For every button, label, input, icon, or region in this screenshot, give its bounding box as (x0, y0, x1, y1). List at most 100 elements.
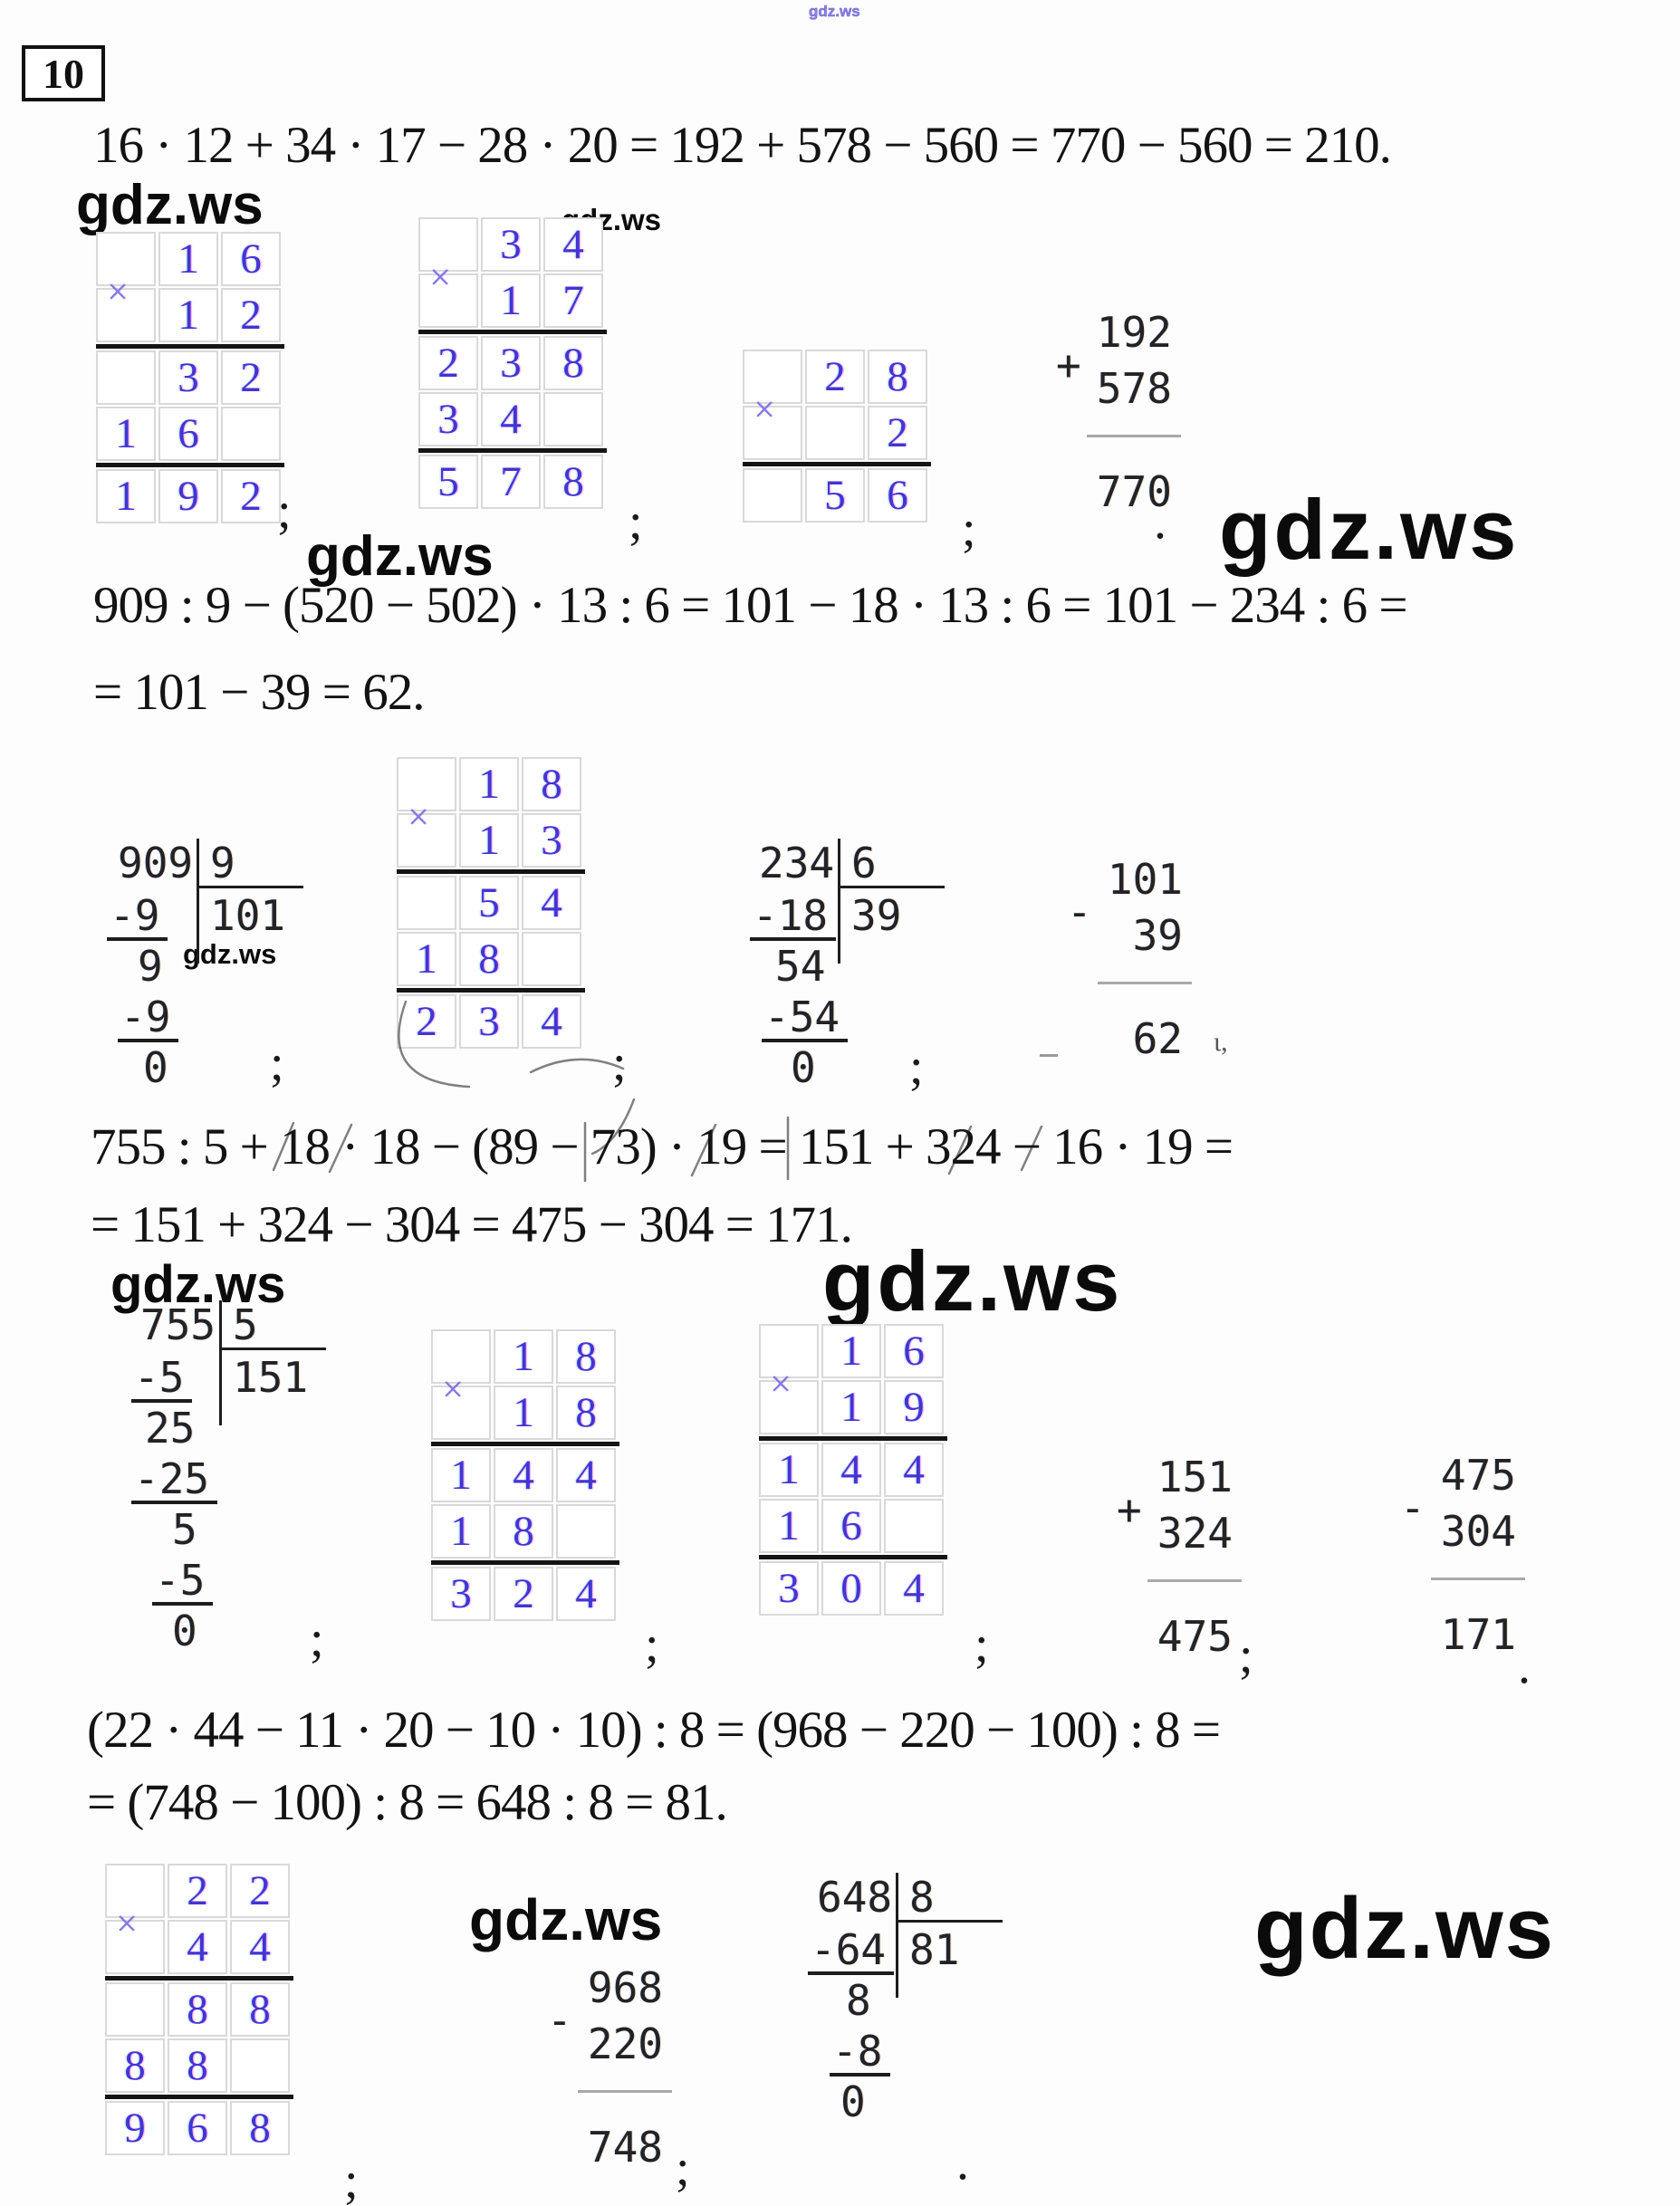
grid-cell (418, 273, 478, 328)
separator: ; (629, 494, 643, 550)
separator: ; (1239, 1627, 1253, 1683)
quotient: 151 (233, 1353, 309, 1402)
grid-cell (759, 1324, 819, 1378)
division-step: -5 (152, 1559, 214, 1606)
grid-cell: 2 (221, 350, 281, 405)
grid-cell: 4 (884, 1443, 944, 1497)
division-step: 0 (143, 1043, 168, 1092)
grid-cell: 1 (158, 288, 218, 342)
op-sign: + (1117, 1485, 1142, 1534)
grid-34x17: 3 4 1 7 2 3 8 3 4 5 7 8 × (418, 217, 607, 511)
grid-28x2: 2 8 2 5 6 × (743, 350, 931, 524)
grid-cell (105, 1982, 165, 2037)
grid-cell (418, 217, 478, 272)
grid-cell: 8 (868, 350, 927, 404)
multiply-icon: × (107, 272, 129, 313)
grid-cell: 7 (481, 455, 541, 509)
grid-cell: 1 (96, 469, 156, 523)
grid-cell: 6 (821, 1499, 881, 1553)
op-top-number: 475 (1440, 1451, 1516, 1500)
grid-cell: 1 (759, 1499, 819, 1553)
grid-cell: 3 (431, 1567, 491, 1621)
grid-cell: 8 (543, 455, 603, 509)
grid-cell: 2 (868, 406, 927, 460)
grid-cell: 1 (96, 407, 156, 461)
grid-cell: 9 (105, 2101, 165, 2155)
grid-cell: 8 (105, 2038, 165, 2093)
problem-number: 10 (43, 50, 84, 97)
grid-cell (556, 1504, 616, 1559)
grid-cell: 4 (230, 1920, 290, 1974)
division-step: -8 (830, 2030, 891, 2077)
grid-cell: 5 (459, 876, 519, 930)
separator: ; (310, 1611, 324, 1667)
grid-cell (543, 392, 603, 446)
quotient: 101 (210, 891, 286, 940)
grid-22x44: 2 2 4 4 8 8 8 8 9 6 8 × (105, 1864, 293, 2157)
op-bottom-number: 578 (1096, 364, 1172, 413)
op-sign: - (1067, 887, 1092, 936)
grid-cell: 8 (556, 1329, 616, 1384)
division-bracket (197, 886, 303, 888)
division-step: -64 (808, 1929, 895, 1975)
multiply-icon: × (442, 1369, 464, 1411)
result-line (1087, 435, 1181, 437)
separator: ; (974, 1616, 989, 1673)
division-bracket (219, 1348, 326, 1350)
grid-cell: 2 (230, 1864, 290, 1918)
grid-cell (96, 232, 156, 286)
grid-cell (96, 288, 156, 342)
watermark-row4-mid: gdz.ws (469, 1887, 663, 1952)
grid-cell (397, 876, 456, 930)
grid-cell: 1 (431, 1504, 491, 1559)
grid-cell: 4 (494, 1448, 553, 1502)
sum-line (431, 1560, 619, 1565)
grid-cell (96, 350, 156, 405)
dividend: 909 (118, 839, 194, 887)
op-top-number: 192 (1096, 308, 1172, 357)
grid-row: 2 (743, 406, 931, 460)
separator: ; (344, 2153, 359, 2206)
divisor: 8 (909, 1873, 935, 1922)
division-step: -5 (131, 1357, 193, 1403)
op-bottom-number: 324 (1157, 1509, 1233, 1558)
expression-2b: = 101 − 39 = 62. (93, 664, 425, 721)
separator: . (956, 2134, 969, 2191)
division-step: 0 (791, 1043, 816, 1092)
grid-16x12: 1 6 1 2 3 2 1 6 1 9 2 × (96, 232, 284, 525)
watermark-top: gdz.ws (809, 3, 860, 20)
division-step: 8 (846, 1976, 871, 2025)
expression-4b: = (748 − 100) : 8 = 648 : 8 = 81. (87, 1774, 728, 1831)
division-step: 54 (775, 942, 826, 991)
grid-cell: 8 (543, 336, 603, 390)
grid-cell: 6 (884, 1324, 944, 1378)
grid-cell (221, 407, 281, 461)
grid-cell: 1 (494, 1386, 553, 1440)
grid-cell (397, 757, 456, 811)
grid-cell: 1 (459, 813, 519, 868)
multiply-icon: × (116, 1904, 138, 1945)
division-bracket (838, 839, 840, 964)
sum-line (418, 330, 607, 334)
grid-cell: 4 (168, 1920, 227, 1974)
separator: ; (612, 1035, 627, 1091)
watermark-row1-right: gdz.ws (1219, 482, 1520, 577)
division-step: 5 (172, 1505, 197, 1554)
grid-cell (805, 406, 865, 460)
separator: ; (962, 501, 976, 557)
separator: ; (645, 1616, 659, 1673)
watermark-row2-left: gdz.ws (306, 525, 494, 588)
grid-cell (743, 468, 802, 523)
grid-cell (230, 2038, 290, 2093)
dividend: 648 (817, 1873, 893, 1922)
